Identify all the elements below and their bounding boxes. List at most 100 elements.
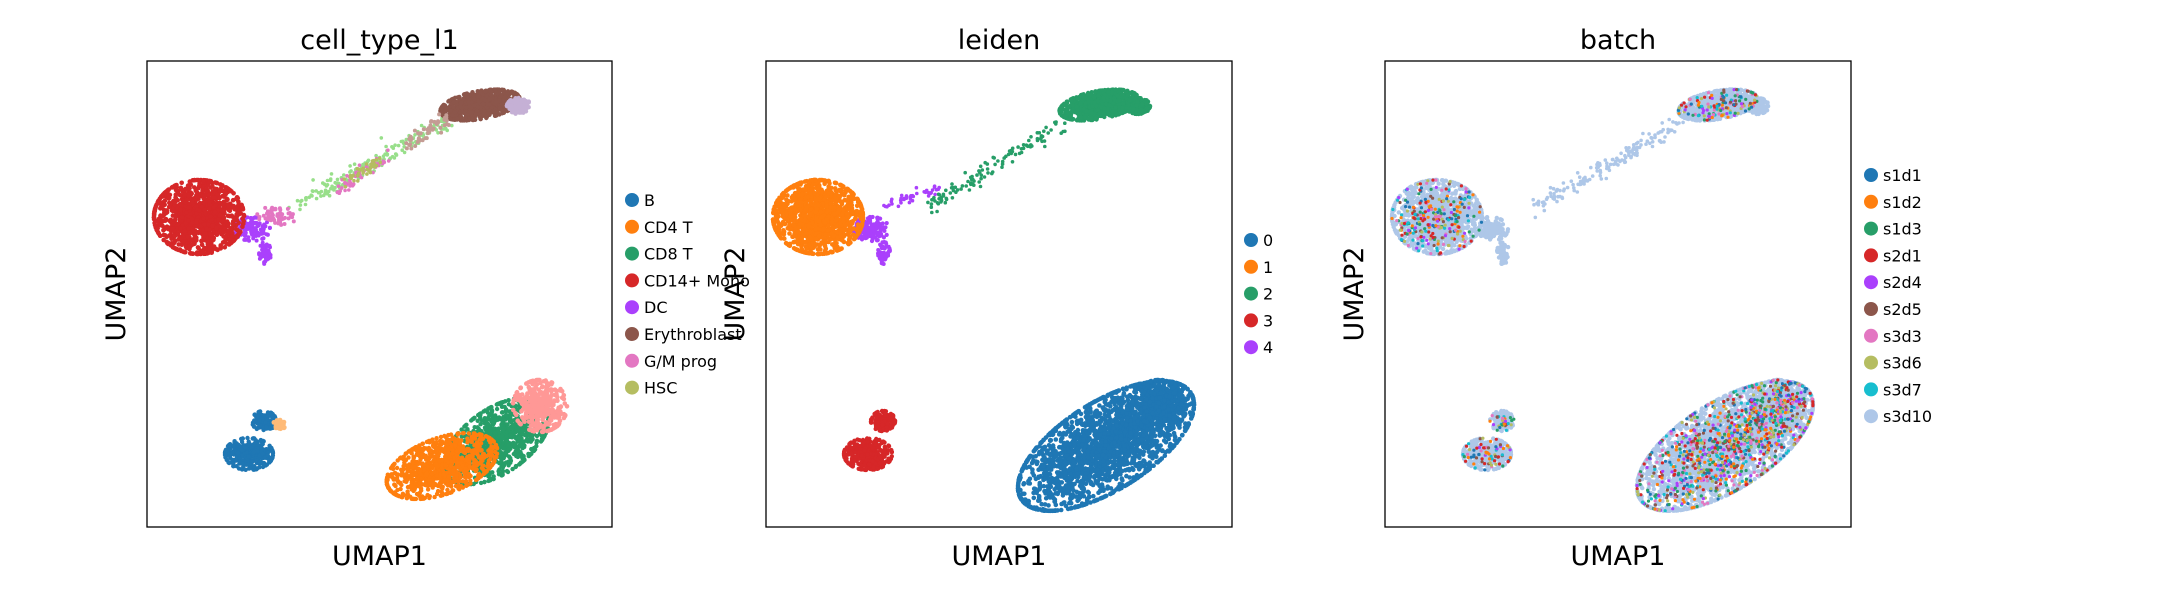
data-point	[335, 177, 340, 182]
data-point	[503, 438, 509, 444]
data-point	[522, 104, 528, 109]
data-point	[412, 496, 417, 502]
data-point	[510, 466, 515, 472]
data-point	[455, 460, 460, 465]
data-point	[507, 98, 513, 103]
data-point	[251, 464, 257, 469]
data-point	[424, 471, 430, 476]
data-point	[201, 216, 206, 221]
data-point	[410, 464, 415, 470]
data-point	[364, 162, 369, 166]
data-point	[438, 434, 444, 440]
data-point	[445, 128, 450, 133]
data-point	[444, 105, 449, 110]
data-point	[194, 237, 199, 243]
data-point	[314, 189, 318, 193]
data-point	[420, 138, 425, 143]
data-point	[263, 205, 268, 210]
data-point	[403, 472, 409, 477]
data-point	[196, 229, 202, 235]
data-point	[349, 176, 353, 181]
data-point	[466, 446, 471, 452]
data-point	[457, 446, 463, 452]
data-point	[261, 462, 266, 467]
data-point	[268, 253, 273, 257]
data-point	[493, 413, 498, 418]
data-point	[474, 440, 480, 445]
data-point	[476, 94, 481, 99]
data-point	[162, 233, 168, 238]
data-point	[385, 153, 389, 157]
data-point	[197, 183, 202, 189]
data-point	[483, 408, 488, 413]
data-point	[405, 484, 411, 490]
data-point	[473, 458, 478, 464]
data-point	[494, 417, 499, 422]
data-point	[438, 106, 444, 111]
data-point	[507, 418, 513, 424]
data-point	[217, 188, 223, 193]
data-point	[310, 189, 315, 193]
data-point	[394, 477, 399, 482]
data-point	[270, 415, 275, 420]
data-point	[255, 212, 260, 217]
data-point	[448, 463, 454, 469]
data-point	[381, 159, 386, 163]
data-point	[265, 216, 270, 221]
data-point	[215, 192, 220, 198]
data-point	[498, 402, 503, 407]
data-point	[446, 474, 451, 479]
data-point	[472, 96, 477, 102]
data-point	[201, 177, 206, 183]
data-point	[239, 439, 245, 445]
data-point	[395, 458, 400, 463]
data-point	[325, 178, 330, 183]
data-point	[182, 192, 188, 197]
data-point	[201, 234, 206, 240]
data-point	[349, 169, 353, 173]
data-point	[251, 236, 256, 241]
data-point	[330, 186, 334, 190]
data-point	[174, 247, 180, 252]
data-point	[408, 494, 413, 499]
data-point	[285, 206, 290, 211]
data-point	[391, 146, 396, 150]
data-point	[437, 481, 442, 486]
data-point	[425, 127, 430, 132]
data-point	[247, 238, 251, 243]
data-point	[497, 455, 503, 460]
data-point	[239, 447, 244, 453]
data-point	[231, 238, 236, 244]
data-point	[426, 455, 431, 460]
data-point	[206, 206, 212, 211]
data-point	[404, 141, 409, 146]
data-point	[252, 418, 257, 423]
data-point	[384, 144, 388, 149]
data-point	[327, 193, 332, 198]
data-point	[465, 436, 470, 441]
data-point	[482, 479, 487, 485]
data-point	[400, 148, 404, 152]
data-point	[217, 200, 222, 205]
data-point	[269, 214, 274, 219]
data-point	[542, 434, 547, 439]
data-point	[263, 420, 268, 425]
data-point	[445, 477, 450, 483]
data-point	[343, 188, 347, 193]
data-point	[466, 471, 471, 477]
data-point	[477, 114, 482, 120]
data-point	[471, 103, 477, 108]
data-point	[454, 453, 459, 458]
data-point	[488, 92, 493, 98]
data-point	[343, 184, 348, 189]
data-point	[254, 227, 258, 232]
data-point	[398, 480, 403, 485]
data-point	[179, 187, 184, 192]
data-point	[427, 494, 432, 499]
data-point	[186, 205, 192, 210]
data-point	[209, 248, 215, 253]
data-point	[234, 464, 239, 469]
data-point	[450, 113, 455, 118]
data-point	[481, 471, 486, 477]
